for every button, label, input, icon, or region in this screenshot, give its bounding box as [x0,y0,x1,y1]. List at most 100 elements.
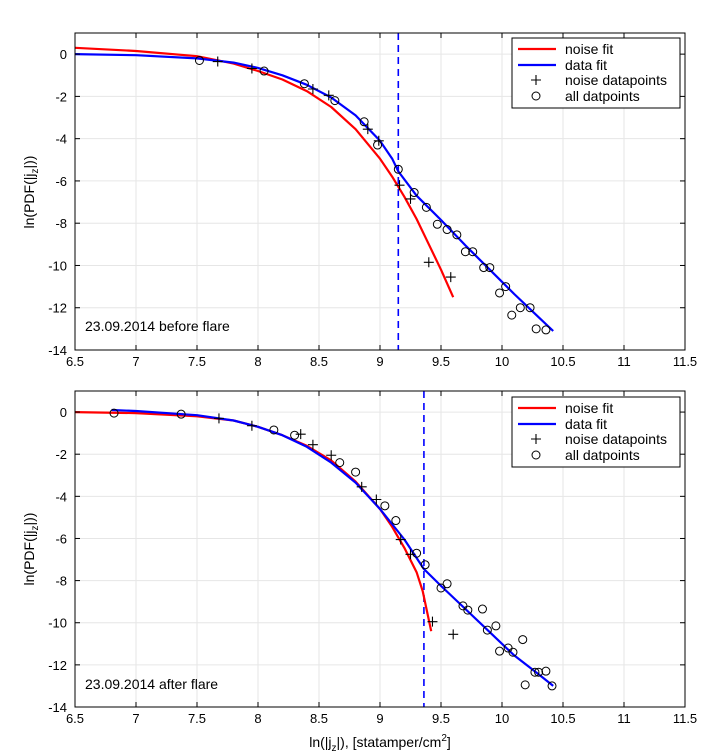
bottom-y-tick-label: -4 [55,489,67,504]
bottom-noise-datapoint [295,429,306,440]
top-datapoint [393,164,403,174]
bottom-noise-datapoint [405,549,416,560]
top-chart-panel: 6.5 7 7.5 8 8.5 9 9.5 10 10.5 11 11.5 0 -2 -4 -6 -8 -10… [21,32,697,369]
top-legend-noise-points-label: noise datapoints [565,72,667,88]
top-legend-noise-points-swatch [531,75,541,85]
bottom-y-tick-labels: 0 -2 -4 -6 -8 -10 -12 -14 [48,405,67,715]
bottom-datapoint [351,467,361,477]
bottom-legend-all-points-swatch [531,450,541,460]
top-noise-datapoint [307,84,318,95]
top-datapoint [501,282,511,292]
top-y-tick-labels: 0 -2 -4 -6 -8 -10 -12 -14 [48,47,67,358]
bottom-noise-datapoint [395,534,406,545]
bottom-datapoint [477,604,487,614]
bottom-datapoint [482,625,492,635]
bottom-datapoint [420,560,430,570]
top-datapoint [409,188,419,198]
bottom-datapoint [547,681,557,691]
top-x-tick-labels: 6.5 7 7.5 8 8.5 9 9.5 10 10.5 11 11.5 [66,354,697,369]
bottom-datapoint [335,458,345,468]
bottom-x-tick-label: 10.5 [550,711,575,726]
bottom-tick-marks [74,391,686,708]
bottom-legend-all-points-label: all datpoints [565,447,640,463]
top-x-tick-label: 11.5 [673,354,697,369]
top-datapoint [299,79,309,89]
top-plot-layer [74,33,554,350]
bottom-datapoint [541,666,551,676]
top-datapoint [468,247,478,257]
bottom-y-tick-label: -10 [48,616,67,631]
bottom-y-tick-label: 0 [60,405,67,420]
top-legend-noise-fit-label: noise fit [565,41,613,57]
top-y-tick-label: -8 [55,216,67,231]
top-legend: noise fit data fit noise datapoints all … [511,37,681,109]
bottom-datapoint [412,548,422,558]
top-annotation: 23.09.2014 before flare [85,318,230,334]
top-datapoint [460,247,470,257]
bottom-x-tick-label: 8 [254,711,261,726]
bottom-y-tick-label: -14 [48,700,67,715]
bottom-x-tick-label: 7.5 [188,711,206,726]
top-noise-datapoint [445,272,456,283]
bottom-noise-datapoint [356,481,367,492]
top-y-tick-label: 0 [60,47,67,62]
top-legend-all-points-swatch [531,91,541,101]
bottom-x-tick-label: 11 [617,711,631,726]
top-y-tick-label: -4 [55,132,67,147]
bottom-x-tick-label: 10 [495,711,509,726]
bottom-y-tick-label: -2 [55,447,67,462]
top-datapoint [432,219,442,229]
bottom-datapoint [380,501,390,511]
bottom-datapoint [442,579,452,589]
top-datapoint [259,66,269,76]
top-x-tick-label: 8.5 [310,354,328,369]
bottom-x-tick-label: 6.5 [66,711,84,726]
bottom-x-tick-label: 11.5 [673,711,697,726]
top-noise-datapoint [362,124,373,135]
bottom-noise-datapoint [213,413,224,424]
bottom-x-tick-label: 9 [376,711,383,726]
top-x-tick-label: 7 [132,354,139,369]
top-x-tick-label: 10 [495,354,509,369]
bottom-y-axis-label: ln(PDF(|jz|)) [21,513,41,586]
top-datapoint [531,324,541,334]
top-y-tick-label: -12 [48,301,67,316]
bottom-datapoint [269,425,279,435]
bottom-y-tick-label: -6 [55,531,67,546]
top-y-tick-label: -2 [55,89,67,104]
top-x-tick-label: 6.5 [66,354,84,369]
bottom-x-tick-label: 7 [132,711,139,726]
bottom-chart-panel: 6.5 7 7.5 8 8.5 9 9.5 10 10.5 11 11.5 0 -2 -4 -6 -8 -10… [21,390,697,754]
top-x-tick-label: 10.5 [550,354,575,369]
bottom-y-tick-label: -8 [55,574,67,589]
bottom-plot-layer [74,391,557,707]
top-x-tick-label: 7.5 [188,354,206,369]
bottom-legend-noise-points-label: noise datapoints [565,431,667,447]
bottom-datapoint [176,409,186,419]
top-legend-data-fit-label: data fit [565,57,607,73]
bottom-datapoint [491,621,501,631]
top-noise-datapoint [246,63,257,74]
bottom-legend-noise-fit-label: noise fit [565,400,613,416]
top-datapoint [421,202,431,212]
bottom-x-tick-labels: 6.5 7 7.5 8 8.5 9 9.5 10 10.5 11 11.5 [66,711,697,726]
bottom-datapoint [391,516,401,526]
top-noise-datapoint [212,56,223,67]
top-x-tick-label: 9.5 [432,354,450,369]
top-y-tick-label: -6 [55,174,67,189]
bottom-legend: noise fit data fit noise datapoints all … [511,396,681,468]
bottom-datapoint [495,646,505,656]
top-noise-datapoint [423,257,434,268]
top-datapoint [194,55,204,65]
bottom-datapoint [534,667,544,677]
top-y-axis-label: ln(PDF(|jz|)) [21,156,41,229]
top-datapoint [541,325,551,335]
top-datapoint [452,230,462,240]
bottom-datapoint [436,583,446,593]
bottom-datapoint [109,408,119,418]
bottom-datapoint [520,680,530,690]
bottom-noise-datapoint [371,494,382,505]
bottom-data-fit-line [111,408,554,687]
bottom-datapoint [530,667,540,677]
